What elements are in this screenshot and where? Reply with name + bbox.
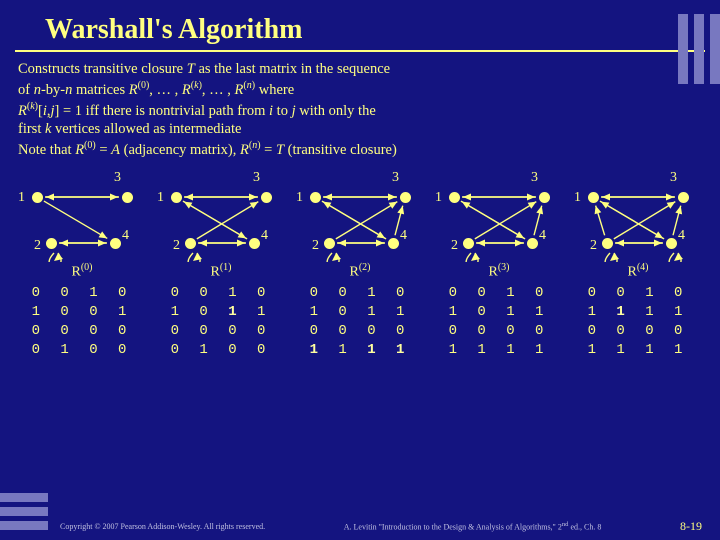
matrix-grid: 0 0 1 01 0 0 10 0 0 00 1 0 0 [18,284,146,360]
matrix-grid: 0 0 1 01 0 1 10 0 0 00 1 0 0 [157,284,285,360]
matrix-row: 1 0 1 1 [157,303,285,322]
graph-node [678,192,689,203]
graph-node [449,192,460,203]
matrix-label: R(1) [157,262,285,281]
matrix-4: R(4)0 0 1 01 1 1 10 0 0 01 1 1 1 [574,262,702,360]
graph-node-label: 3 [670,170,677,186]
matrix-row: 1 0 1 1 [296,303,424,322]
matrix-row: 0 1 0 0 [18,341,146,360]
matrix-row: 0 0 1 0 [574,284,702,303]
graph-node-label: 3 [392,170,399,186]
graph-4: 1 2 3 4 [574,170,702,258]
graph-node-label: 2 [451,238,458,254]
graph-row: 1 2 3 4 1 2 3 4 1 2 3 4 1 2 3 4 1 2 3 4 [0,160,720,262]
matrix-row: 1 0 1 1 [435,303,563,322]
graph-node [171,192,182,203]
matrix-row: 1 0 0 1 [18,303,146,322]
graph-node [539,192,550,203]
graph-node [602,238,613,249]
graph-node [110,238,121,249]
matrix-label: R(2) [296,262,424,281]
graph-node-label: 4 [122,228,129,244]
page-title: Warshall's Algorithm [15,0,705,52]
matrix-3: R(3) 0 0 1 01 0 1 10 0 0 01 1 1 1 [435,262,563,360]
matrix-label: R(0) [18,262,146,281]
graph-node [310,192,321,203]
matrix-row: 1 1 1 1 [574,341,702,360]
graph-node-label: 4 [678,228,685,244]
graph-node-label: 2 [590,238,597,254]
graph-node [46,238,57,249]
matrix-2: R(2) 0 0 1 01 0 1 10 0 0 01 1 1 1 [296,262,424,360]
matrix-row: 0 0 0 0 [435,322,563,341]
graph-3: 1 2 3 4 [435,170,563,258]
matrix-label: R(3) [435,262,563,281]
matrix-row: 1 1 1 1 [296,341,424,360]
graph-node [666,238,677,249]
matrix-grid: 0 0 1 01 1 1 10 0 0 01 1 1 1 [574,284,702,360]
matrix-row: 0 0 0 0 [574,322,702,341]
matrix-label: R(4) [574,262,702,281]
graph-node-label: 2 [34,238,41,254]
matrix-grid: 0 0 1 01 0 1 10 0 0 01 1 1 1 [435,284,563,360]
matrix-row: 0 0 0 0 [157,322,285,341]
graph-1: 1 2 3 4 [157,170,285,258]
graph-node [185,238,196,249]
copyright: Copyright © 2007 Pearson Addison-Wesley.… [60,522,265,531]
decorative-stripes-top [678,14,720,84]
graph-node-label: 1 [157,190,164,206]
graph-node-label: 1 [18,190,25,206]
matrix-row: 0 1 0 0 [157,341,285,360]
graph-node [261,192,272,203]
graph-node-label: 4 [400,228,407,244]
graph-node-label: 3 [531,170,538,186]
page-number: 8-19 [680,519,702,534]
matrix-0: R(0) 0 0 1 01 0 0 10 0 0 00 1 0 0 [18,262,146,360]
matrix-1: R(1) 0 0 1 01 0 1 10 0 0 00 1 0 0 [157,262,285,360]
matrix-row: 1 1 1 1 [435,341,563,360]
graph-node-label: 1 [296,190,303,206]
graph-node-label: 2 [173,238,180,254]
graph-node-label: 2 [312,238,319,254]
graph-node-label: 3 [253,170,260,186]
citation: A. Levitin "Introduction to the Design &… [344,521,602,532]
graph-2: 1 2 3 4 [296,170,424,258]
matrix-row: R(0)0 0 1 01 0 0 10 0 0 00 1 0 0R(1)0 0 … [0,262,720,360]
matrix-row: 0 0 0 0 [18,322,146,341]
graph-node [249,238,260,249]
graph-node-label: 4 [261,228,268,244]
graph-0: 1 2 3 4 [18,170,146,258]
matrix-row: 1 1 1 1 [574,303,702,322]
matrix-row: 0 0 1 0 [18,284,146,303]
graph-node-label: 3 [114,170,121,186]
graph-node [324,238,335,249]
matrix-row: 0 0 1 0 [296,284,424,303]
graph-node-label: 1 [435,190,442,206]
graph-node [32,192,43,203]
graph-node [122,192,133,203]
graph-node-label: 4 [539,228,546,244]
graph-node-label: 1 [574,190,581,206]
graph-node [400,192,411,203]
matrix-row: 0 0 0 0 [296,322,424,341]
decorative-stripes-bottom [0,493,48,530]
matrix-row: 0 0 1 0 [435,284,563,303]
graph-node [463,238,474,249]
graph-node [527,238,538,249]
graph-node [588,192,599,203]
body-text: Constructs transitive closure T as the l… [0,60,720,160]
graph-node [388,238,399,249]
matrix-grid: 0 0 1 01 0 1 10 0 0 01 1 1 1 [296,284,424,360]
footer: Copyright © 2007 Pearson Addison-Wesley.… [60,519,702,534]
matrix-row: 0 0 1 0 [157,284,285,303]
